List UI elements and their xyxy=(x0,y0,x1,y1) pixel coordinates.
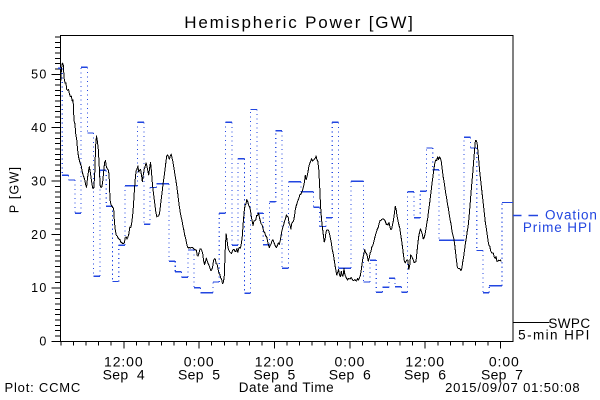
svg-text:0:00: 0:00 xyxy=(184,354,215,370)
svg-text:Sep 5: Sep 5 xyxy=(178,366,220,382)
svg-text:SWPC: SWPC xyxy=(548,316,590,331)
svg-text:Ovation: Ovation xyxy=(545,208,598,223)
svg-text:12:00: 12:00 xyxy=(255,354,295,370)
svg-text:Sep 6: Sep 6 xyxy=(404,366,446,382)
svg-text:0:00: 0:00 xyxy=(489,354,520,370)
svg-text:20: 20 xyxy=(31,228,48,242)
svg-text:Sep 6: Sep 6 xyxy=(329,366,371,382)
svg-text:0: 0 xyxy=(39,335,47,349)
svg-text:12:00: 12:00 xyxy=(104,354,144,370)
svg-text:Hemispheric Power [GW]: Hemispheric Power [GW] xyxy=(184,13,414,32)
svg-text:Plot: CCMC: Plot: CCMC xyxy=(5,380,82,395)
svg-text:10: 10 xyxy=(31,281,48,295)
svg-text:P [GW]: P [GW] xyxy=(8,166,22,213)
svg-text:Sep 4: Sep 4 xyxy=(103,366,145,382)
svg-text:40: 40 xyxy=(31,121,48,135)
svg-text:30: 30 xyxy=(31,174,48,188)
svg-text:50: 50 xyxy=(31,68,48,82)
svg-text:5-min HPI: 5-min HPI xyxy=(518,328,591,343)
svg-text:Sep 7: Sep 7 xyxy=(481,366,523,382)
svg-text:0:00: 0:00 xyxy=(334,354,365,370)
svg-text:Prime HPI: Prime HPI xyxy=(523,220,593,235)
svg-text:2015/09/07 01:50:08: 2015/09/07 01:50:08 xyxy=(445,380,580,395)
svg-text:12:00: 12:00 xyxy=(405,354,445,370)
svg-text:Date and Time: Date and Time xyxy=(239,380,335,395)
svg-text:Sep 5: Sep 5 xyxy=(253,366,295,382)
